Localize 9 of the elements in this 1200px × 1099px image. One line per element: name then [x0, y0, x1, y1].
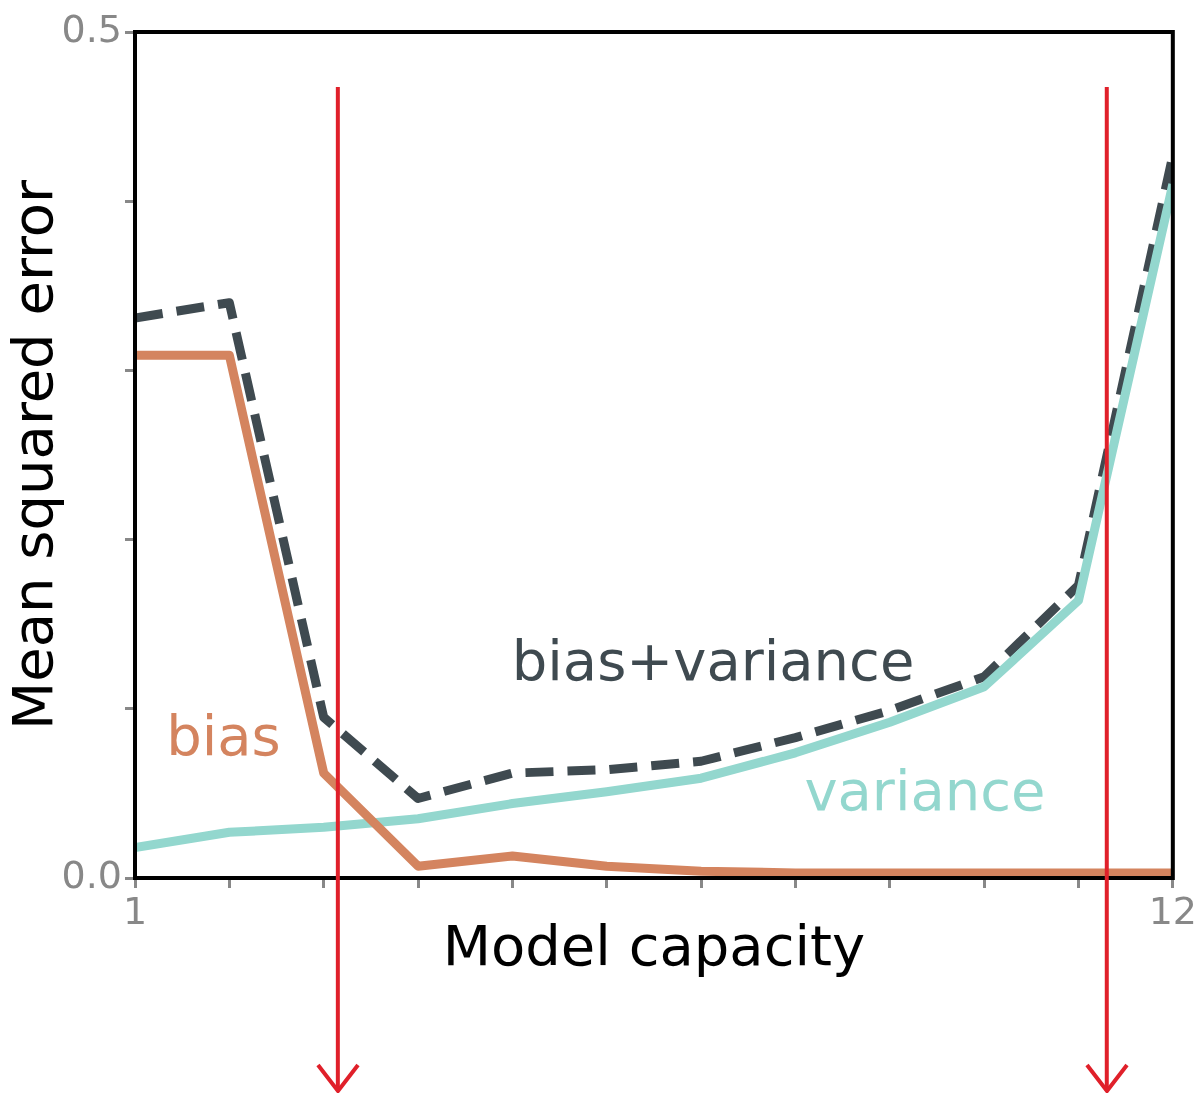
series-label: bias [166, 703, 281, 769]
series-label: bias+variance [511, 628, 915, 694]
series-label: variance [804, 758, 1046, 824]
x-axis-title: Model capacity [442, 912, 866, 978]
y-tick-label: 0.0 [61, 852, 122, 897]
x-tick-label: 1 [122, 888, 148, 933]
y-axis-title: Mean squared error [0, 178, 66, 731]
y-tick-label: 0.5 [61, 6, 122, 51]
x-tick-label: 12 [1148, 888, 1197, 933]
